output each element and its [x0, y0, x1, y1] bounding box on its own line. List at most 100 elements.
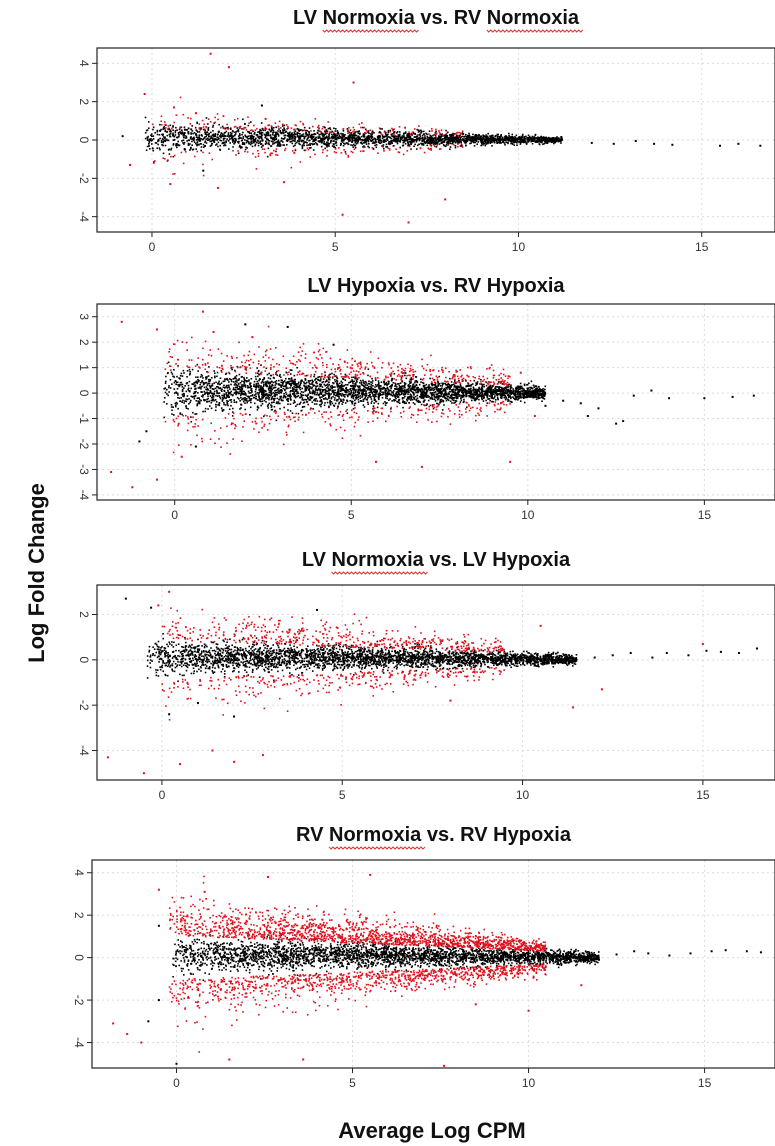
data-point	[156, 133, 159, 136]
data-point	[287, 403, 289, 406]
data-point	[304, 129, 307, 132]
data-point	[517, 136, 520, 139]
data-point	[542, 137, 544, 139]
data-point	[445, 138, 448, 141]
data-point	[504, 398, 507, 401]
data-point	[309, 379, 312, 382]
data-point	[282, 399, 284, 402]
data-point	[159, 123, 161, 126]
data-point	[252, 137, 254, 139]
data-point	[152, 126, 155, 129]
data-point	[243, 126, 245, 129]
data-point	[404, 143, 407, 145]
data-point	[294, 128, 296, 131]
data-point	[467, 138, 470, 141]
y-tick-label: 0	[77, 137, 91, 144]
data-point	[194, 112, 197, 115]
data-point	[246, 139, 248, 142]
data-point	[279, 144, 282, 147]
data-point	[321, 396, 323, 398]
data-point	[277, 139, 280, 142]
data-point	[172, 125, 174, 127]
data-point	[168, 128, 170, 131]
data-point	[270, 405, 273, 407]
data-point	[306, 147, 309, 149]
data-point	[424, 142, 427, 144]
data-point	[218, 123, 221, 126]
data-point	[372, 141, 375, 144]
data-point	[179, 96, 182, 99]
data-point	[178, 385, 181, 387]
data-point	[249, 398, 251, 400]
data-point	[197, 138, 199, 140]
data-point	[487, 139, 489, 141]
data-point	[434, 400, 437, 402]
data-point	[250, 138, 252, 140]
data-point	[298, 384, 301, 387]
data-point	[322, 125, 324, 128]
data-point	[467, 136, 469, 139]
data-point	[386, 395, 389, 398]
data-point	[307, 379, 310, 382]
data-point	[175, 126, 177, 129]
data-point	[355, 384, 357, 386]
data-point	[475, 134, 478, 136]
data-point	[202, 410, 204, 413]
data-point	[216, 375, 218, 378]
data-point	[415, 391, 417, 394]
data-point	[184, 385, 186, 387]
data-point	[412, 138, 414, 141]
data-point	[270, 398, 273, 401]
data-point	[321, 139, 323, 141]
data-point	[473, 141, 475, 144]
data-point	[433, 142, 436, 144]
data-point	[196, 141, 199, 144]
data-point	[529, 388, 531, 391]
data-point	[361, 143, 364, 145]
data-point	[270, 125, 273, 127]
data-point	[396, 139, 399, 142]
data-point	[353, 132, 356, 135]
data-point	[174, 131, 177, 134]
data-point	[325, 129, 328, 131]
data-point	[437, 381, 439, 384]
data-point	[244, 134, 247, 137]
data-point	[191, 138, 193, 140]
data-point	[365, 132, 367, 134]
data-point	[304, 149, 307, 152]
data-point	[327, 121, 330, 123]
data-point	[334, 135, 337, 138]
data-point	[249, 406, 252, 409]
data-point	[396, 130, 399, 133]
data-point	[451, 142, 454, 145]
data-point	[304, 394, 307, 397]
data-point	[321, 402, 323, 404]
data-point	[552, 138, 554, 140]
data-point	[393, 394, 396, 397]
data-point	[363, 145, 365, 147]
data-point	[438, 148, 441, 150]
data-point	[465, 380, 467, 382]
data-point	[445, 133, 447, 136]
data-point	[146, 145, 149, 148]
data-point	[325, 141, 328, 144]
data-point	[512, 139, 515, 141]
data-point	[257, 152, 260, 155]
data-point	[392, 393, 395, 396]
data-point	[316, 144, 319, 146]
data-point	[333, 133, 335, 136]
data-point	[394, 135, 397, 137]
data-point	[482, 138, 484, 140]
data-point	[439, 400, 442, 403]
data-point	[464, 139, 467, 142]
data-point	[394, 399, 397, 402]
data-point	[214, 387, 217, 390]
data-point	[468, 134, 470, 137]
data-point	[450, 385, 452, 387]
data-point	[339, 144, 342, 147]
data-point	[314, 378, 317, 380]
data-point	[208, 138, 211, 141]
data-point	[422, 385, 425, 388]
data-point	[437, 380, 439, 383]
